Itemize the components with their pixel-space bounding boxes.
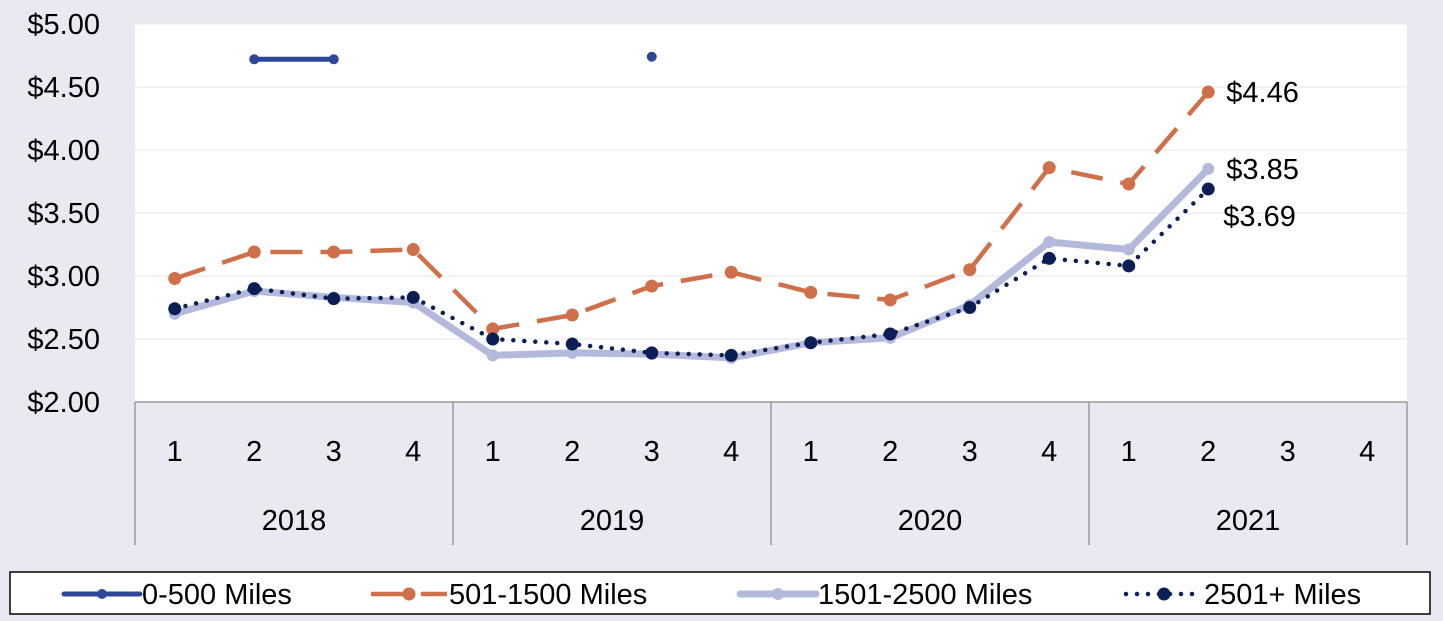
- data-point: [328, 54, 339, 65]
- legend-entry-label: 1501-2500 Miles: [818, 579, 1032, 611]
- legend-entry-label: 0-500 Miles: [142, 579, 292, 611]
- data-point: [883, 327, 897, 341]
- legend: 0-500 Miles 501-1500 Miles 1501-2500 Miles…: [9, 571, 1431, 615]
- data-point: [724, 348, 738, 362]
- data-point: [1201, 182, 1215, 196]
- data-point: [1122, 243, 1135, 256]
- y-tick-label: $3.00: [27, 261, 100, 293]
- legend-entry-label: 501-1500 Miles: [449, 579, 647, 611]
- legend-entry-label: 2501+ Miles: [1204, 579, 1361, 611]
- x-tick-label: 1: [167, 436, 183, 468]
- x-tick-label: 3: [326, 436, 342, 468]
- x-tick-label: 4: [1359, 436, 1375, 468]
- end-value-label: $3.69: [1223, 201, 1296, 233]
- series-0: [249, 51, 657, 65]
- data-point: [724, 265, 738, 279]
- x-tick-label: 4: [405, 436, 421, 468]
- data-point: [566, 346, 579, 359]
- series-line: [172, 186, 1211, 358]
- data-point: [247, 245, 261, 259]
- data-point: [486, 349, 499, 362]
- data-point: [646, 51, 657, 62]
- x-tick-label: 2: [564, 436, 580, 468]
- year-group-label: 2021: [1216, 505, 1281, 537]
- data-point: [486, 322, 500, 336]
- y-tick-label: $2.00: [27, 387, 100, 419]
- series-1: [168, 85, 1215, 336]
- y-tick-label: $3.50: [27, 198, 100, 230]
- data-point: [804, 336, 818, 350]
- y-axis: $2.00 $2.50 $3.00 $3.50 $4.00 $4.50 $5.00: [27, 9, 100, 419]
- data-point: [1042, 251, 1056, 265]
- end-value-label: $3.85: [1226, 154, 1299, 186]
- x-tick-label: 1: [1121, 436, 1137, 468]
- data-point: [486, 332, 500, 346]
- data-point: [247, 282, 261, 296]
- data-point: [168, 302, 182, 316]
- year-group-label: 2018: [262, 505, 327, 537]
- data-point: [406, 290, 420, 304]
- data-point: [565, 337, 579, 351]
- data-point: [883, 293, 897, 307]
- data-point: [1122, 259, 1136, 273]
- gridlines: [135, 23, 1407, 340]
- data-point: [645, 346, 659, 360]
- x-tick-label: 1: [803, 436, 819, 468]
- data-point: [168, 272, 182, 286]
- data-point: [1043, 235, 1056, 248]
- data-point: [1201, 85, 1215, 99]
- x-tick-label: 3: [962, 436, 978, 468]
- legend-swatch-marker: [1157, 587, 1171, 601]
- legend-swatch-marker: [772, 588, 784, 600]
- data-point: [963, 263, 977, 277]
- data-point: [645, 279, 659, 293]
- data-point: [565, 308, 579, 322]
- y-tick-label: $4.50: [27, 72, 100, 104]
- data-labels: $4.46 $3.85 $3.69: [1223, 77, 1299, 233]
- x-tick-label: 4: [723, 436, 739, 468]
- data-point: [249, 54, 260, 65]
- series-3: [168, 182, 1215, 362]
- data-point: [327, 292, 341, 306]
- series-layer: [168, 51, 1215, 364]
- data-point: [1122, 177, 1136, 191]
- data-point: [406, 243, 420, 257]
- x-tick-label: 3: [1280, 436, 1296, 468]
- x-tick-label: 2: [1200, 436, 1216, 468]
- y-tick-label: $2.50: [27, 324, 100, 356]
- x-tick-label: 2: [246, 436, 262, 468]
- x-tick-label: 4: [1041, 436, 1057, 468]
- data-point: [804, 285, 818, 299]
- data-point: [1042, 161, 1056, 175]
- year-group-label: 2020: [898, 505, 963, 537]
- y-tick-label: $5.00: [27, 9, 100, 41]
- legend-swatch-marker: [402, 587, 416, 601]
- year-group-label: 2019: [580, 505, 645, 537]
- x-tick-label: 2: [882, 436, 898, 468]
- x-axis: 1 2 3 4 2018 1 2 3 4 2019 1 2 3 4 2020 1 2 3 4 2021: [134, 401, 1408, 545]
- end-value-label: $4.46: [1226, 77, 1299, 109]
- y-tick-label: $4.00: [27, 135, 100, 167]
- series-line: [174, 90, 1210, 332]
- x-tick-label: 1: [485, 436, 501, 468]
- x-tick-label: 3: [644, 436, 660, 468]
- data-point: [1202, 162, 1215, 175]
- data-point: [963, 301, 977, 314]
- data-point: [327, 245, 341, 259]
- legend-swatch-marker: [97, 589, 107, 599]
